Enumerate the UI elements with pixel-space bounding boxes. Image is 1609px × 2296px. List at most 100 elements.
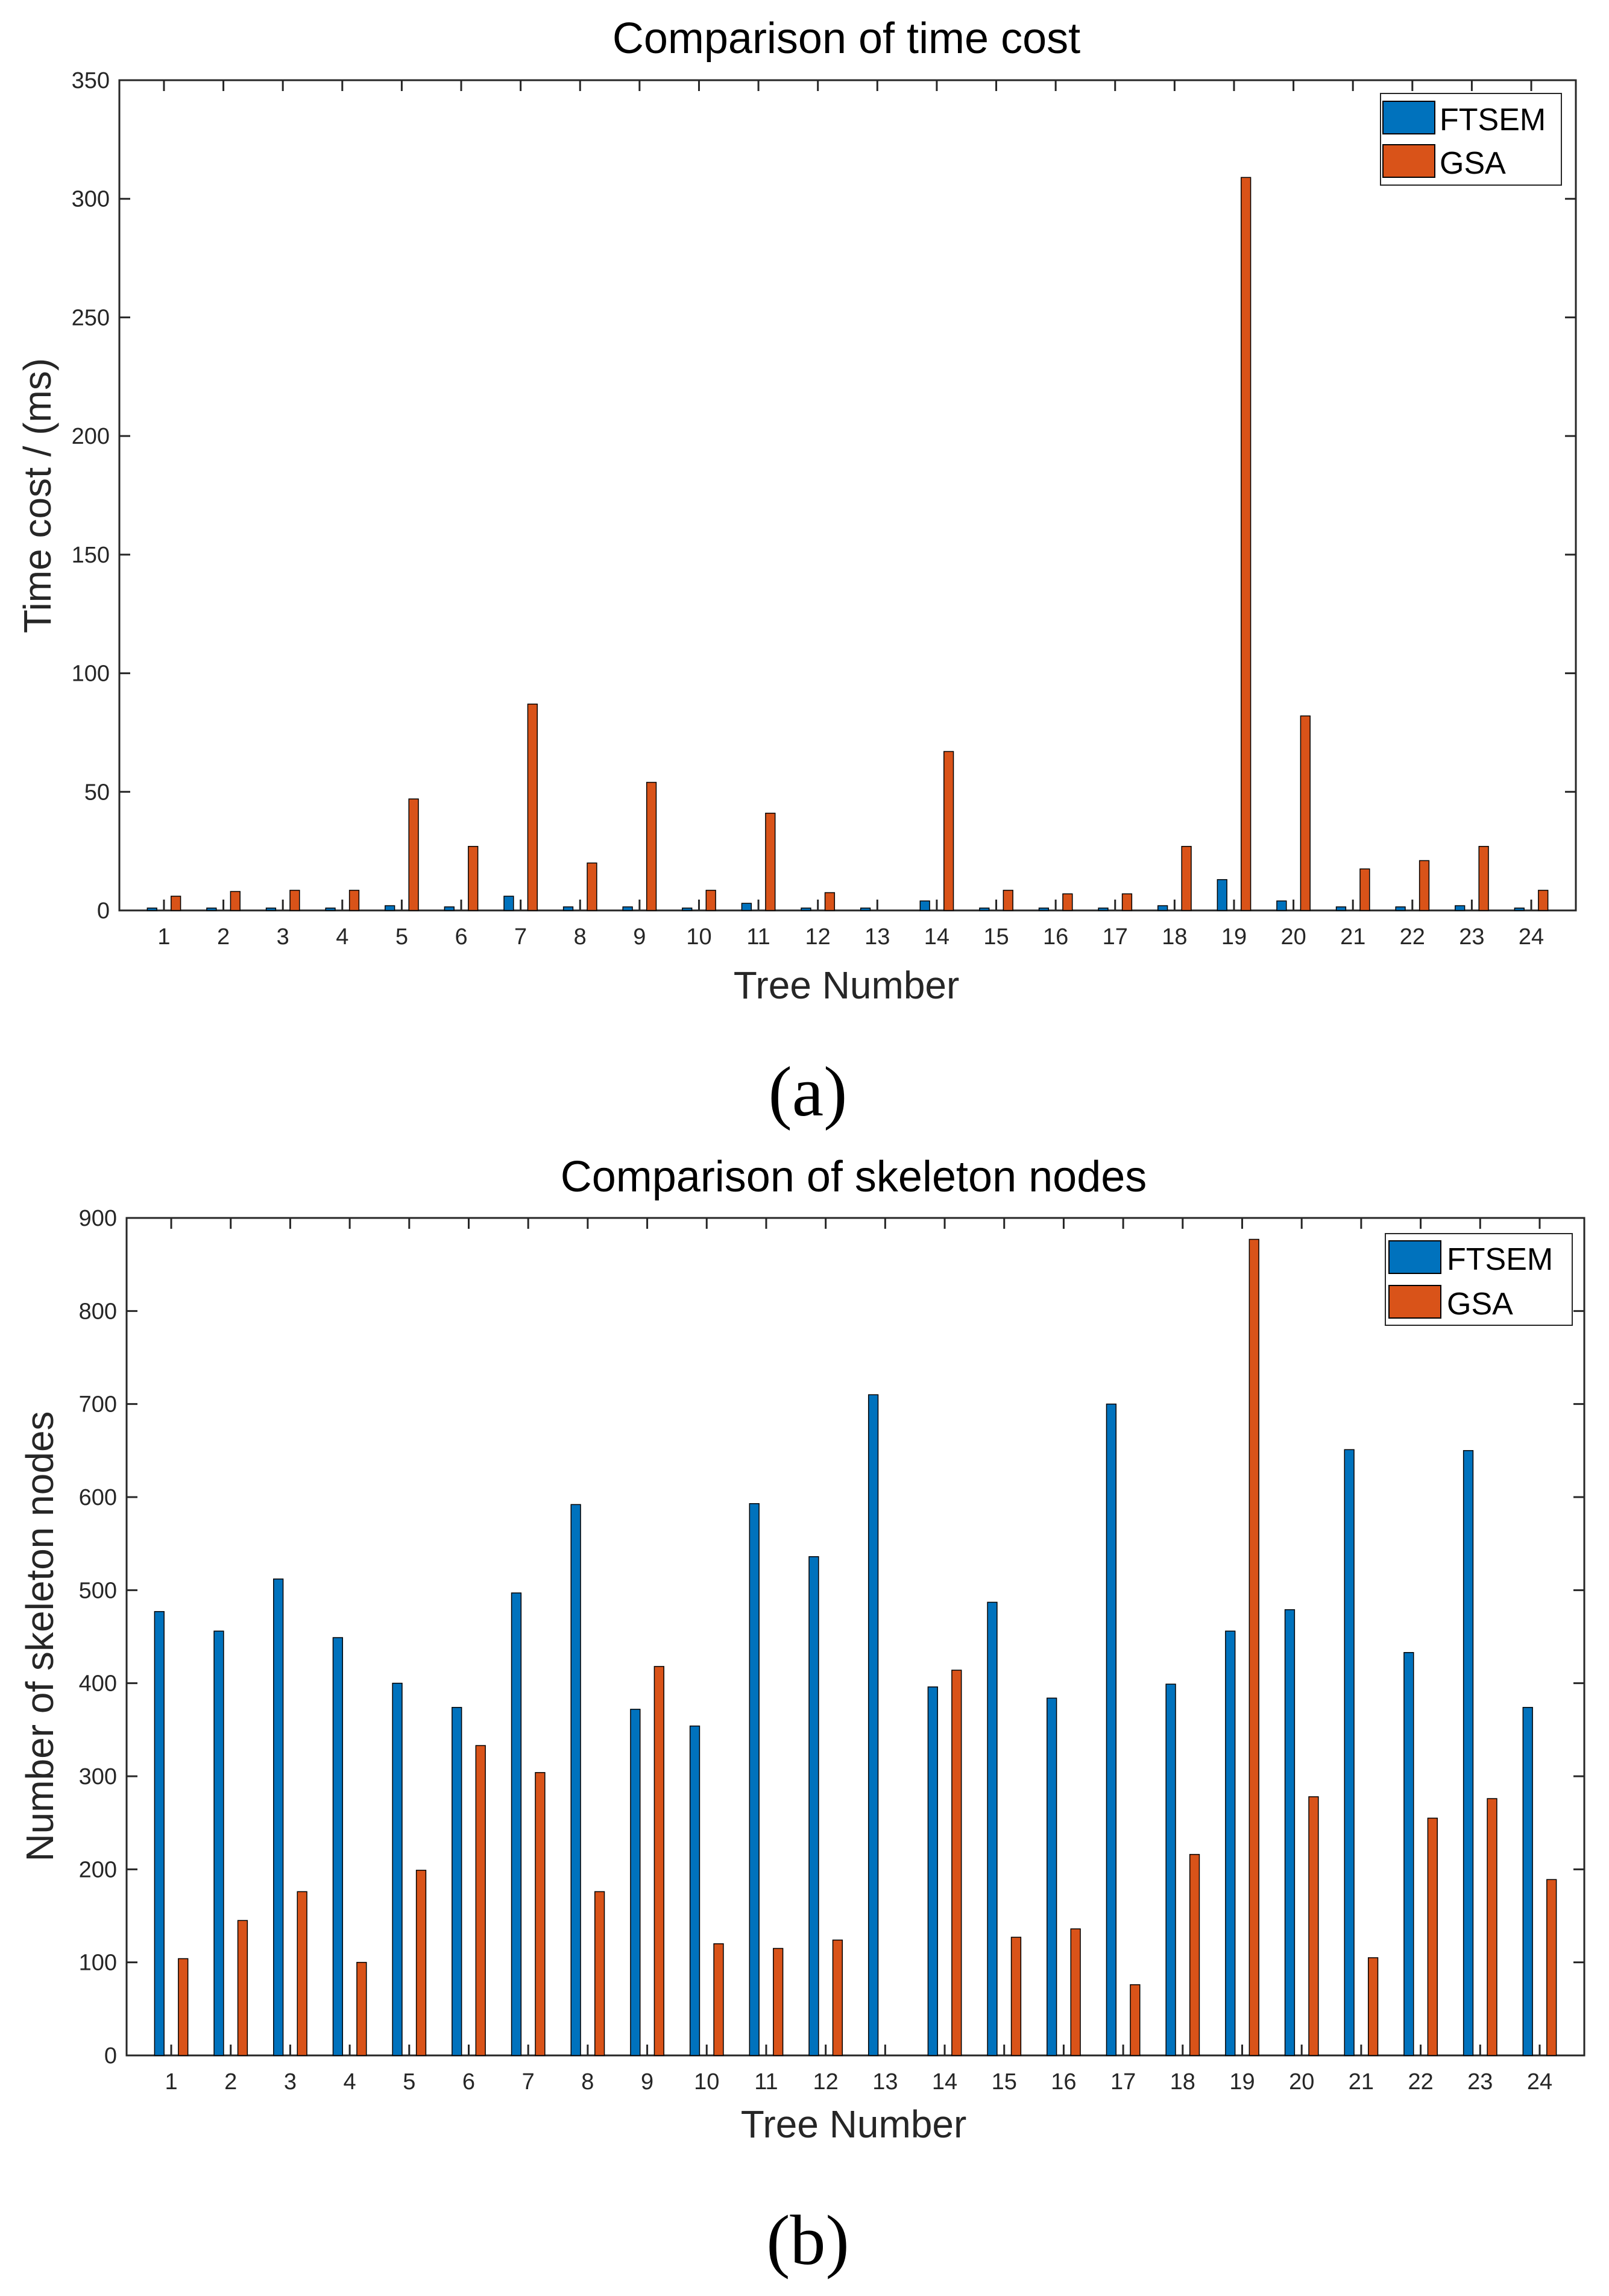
chart-b-bar-gsa-22: [1427, 1817, 1438, 2056]
chart-a-bar-ftsem-20: [1276, 900, 1287, 911]
chart-b-bar-gsa-16: [1070, 1928, 1081, 2056]
chart-b-bar-ftsem-7: [511, 1592, 522, 2056]
chart-a-xtick-label: 4: [336, 924, 348, 950]
chart-a-bar-ftsem-19: [1217, 879, 1227, 911]
chart-a-bar-ftsem-7: [503, 895, 514, 911]
chart-b-bar-gsa-14: [951, 1670, 962, 2056]
chart-b-bar-ftsem-14: [927, 1686, 938, 2056]
chart-a-bar-gsa-24: [1538, 889, 1549, 911]
chart-a-bar-ftsem-15: [979, 907, 990, 911]
chart-b-xtick-label: 9: [641, 2069, 653, 2095]
chart-b-bar-ftsem-16: [1047, 1697, 1057, 2056]
chart-a-ylabel: Time cost / (ms): [16, 358, 59, 633]
chart-b-bar-ftsem-20: [1284, 1609, 1296, 2056]
chart-b-bar-gsa-2: [237, 1920, 248, 2056]
chart-a-bar-ftsem-9: [622, 906, 633, 911]
chart-a-legend-label-ftsem: FTSEM: [1440, 102, 1546, 137]
chart-a-bar-ftsem-22: [1395, 906, 1406, 911]
chart-a-bar-ftsem-16: [1038, 907, 1050, 911]
chart-a-bar-ftsem-2: [206, 907, 217, 911]
chart-a-bar-gsa-21: [1359, 868, 1370, 911]
chart-a-bar-ftsem-1: [146, 907, 157, 911]
chart-a-xtick-label: 2: [217, 924, 230, 950]
chart-a-bar-ftsem-21: [1335, 906, 1347, 911]
chart-b-xtick-label: 19: [1229, 2069, 1255, 2095]
chart-b-bar-gsa-11: [773, 1948, 784, 2056]
chart-b-bar-ftsem-9: [630, 1709, 641, 2056]
chart-a-xtick-label: 9: [633, 924, 646, 950]
chart-a-xtick-label: 22: [1400, 924, 1425, 950]
chart-b-bar-gsa-18: [1189, 1853, 1200, 2056]
chart-b-bar-gsa-15: [1010, 1937, 1022, 2056]
chart-a-bar-ftsem-23: [1455, 905, 1466, 911]
chart-a-xtick-label: 19: [1221, 924, 1247, 950]
chart-b-legend-label-ftsem: FTSEM: [1447, 1242, 1553, 1277]
chart-b: Comparison of skeleton nodes 0 100 200 300 4…: [18, 1153, 1585, 2280]
chart-b-bar-ftsem-24: [1522, 1707, 1533, 2056]
chart-a-xtick-label: 16: [1043, 924, 1068, 950]
chart-b-plot-area: [125, 1217, 1585, 2057]
chart-a-bar-gsa-7: [527, 703, 538, 911]
chart-b-xtick-label: 11: [754, 2069, 778, 2095]
chart-b-bar-gsa-9: [653, 1666, 664, 2056]
chart-a-bar-ftsem-14: [919, 900, 930, 911]
chart-a-bar-gsa-1: [171, 895, 181, 911]
chart-b-bar-ftsem-23: [1463, 1450, 1474, 2056]
chart-b-ytick-label: 300: [79, 1764, 117, 1790]
chart-b-bar-ftsem-22: [1403, 1651, 1414, 2056]
chart-a-legend: FTSEM GSA: [1380, 93, 1562, 186]
chart-b-xtick-label: 5: [403, 2069, 415, 2095]
chart-b-xtick-label: 13: [872, 2069, 898, 2095]
chart-b-xtick-label: 1: [165, 2069, 177, 2095]
chart-b-ytick-label: 600: [79, 1485, 117, 1510]
chart-a-bar-ftsem-24: [1514, 907, 1525, 911]
chart-b-bar-ftsem-19: [1225, 1630, 1236, 2056]
chart-a-xtick-label: 12: [805, 924, 831, 950]
chart-a-xtick-label: 6: [455, 924, 467, 950]
chart-a-legend-swatch-gsa: [1382, 144, 1435, 178]
chart-a-bar-gsa-16: [1062, 893, 1073, 911]
chart-a-legend-swatch-ftsem: [1382, 101, 1435, 134]
chart-a-bar-gsa-12: [824, 892, 836, 911]
chart-b-xtick-label: 8: [581, 2069, 594, 2095]
chart-b-legend-swatch-ftsem: [1388, 1240, 1441, 1274]
chart-b-bar-ftsem-12: [808, 1556, 819, 2056]
chart-a-xtick-label: 24: [1519, 924, 1544, 950]
chart-a-bar-gsa-19: [1241, 177, 1252, 911]
chart-a-bar-gsa-6: [468, 846, 479, 911]
chart-b-bar-ftsem-15: [987, 1601, 998, 2056]
chart-b-bar-gsa-1: [178, 1958, 189, 2056]
chart-a-bar-gsa-11: [765, 812, 776, 911]
chart-a-bar-ftsem-3: [265, 907, 277, 911]
chart-b-xtick-label: 17: [1110, 2069, 1136, 2095]
chart-b-bar-ftsem-13: [867, 1394, 879, 2056]
chart-a-xtick-label: 23: [1459, 924, 1484, 950]
chart-a-bar-ftsem-12: [801, 907, 811, 911]
chart-a-caption: (a): [769, 1052, 848, 1131]
chart-a-bars: [146, 177, 1549, 911]
chart-a-bar-gsa-23: [1478, 846, 1489, 911]
chart-b-caption: (b): [766, 2201, 849, 2280]
chart-a-bar-ftsem-6: [444, 906, 455, 911]
chart-a-bar-gsa-8: [587, 862, 597, 911]
chart-a-xtick-label: 10: [686, 924, 711, 950]
chart-b-xtick-label: 21: [1349, 2069, 1374, 2095]
chart-b-xtick-label: 18: [1170, 2069, 1195, 2095]
chart-b-bar-gsa-17: [1130, 1984, 1141, 2056]
chart-b-xtick-label: 16: [1051, 2069, 1076, 2095]
chart-a-xtick-label: 11: [746, 924, 770, 950]
chart-a-ytick-label: 250: [72, 305, 110, 330]
chart-a-bar-gsa-18: [1181, 846, 1192, 911]
chart-a-bar-ftsem-13: [860, 907, 871, 911]
chart-b-bar-gsa-23: [1487, 1798, 1497, 2056]
chart-a-xtick-label: 3: [277, 924, 289, 950]
chart-a-xtick-label: 15: [983, 924, 1009, 950]
chart-a-bar-gsa-14: [943, 751, 954, 911]
chart-b-ylabel: Number of skeleton nodes: [18, 1411, 61, 1861]
chart-b-xtick-label: 3: [284, 2069, 297, 2095]
chart-a-bar-gsa-10: [705, 889, 716, 911]
chart-b-bar-gsa-4: [356, 1961, 367, 2056]
chart-a-ytick-label: 100: [72, 661, 110, 687]
chart-a-bar-gsa-2: [230, 891, 241, 911]
